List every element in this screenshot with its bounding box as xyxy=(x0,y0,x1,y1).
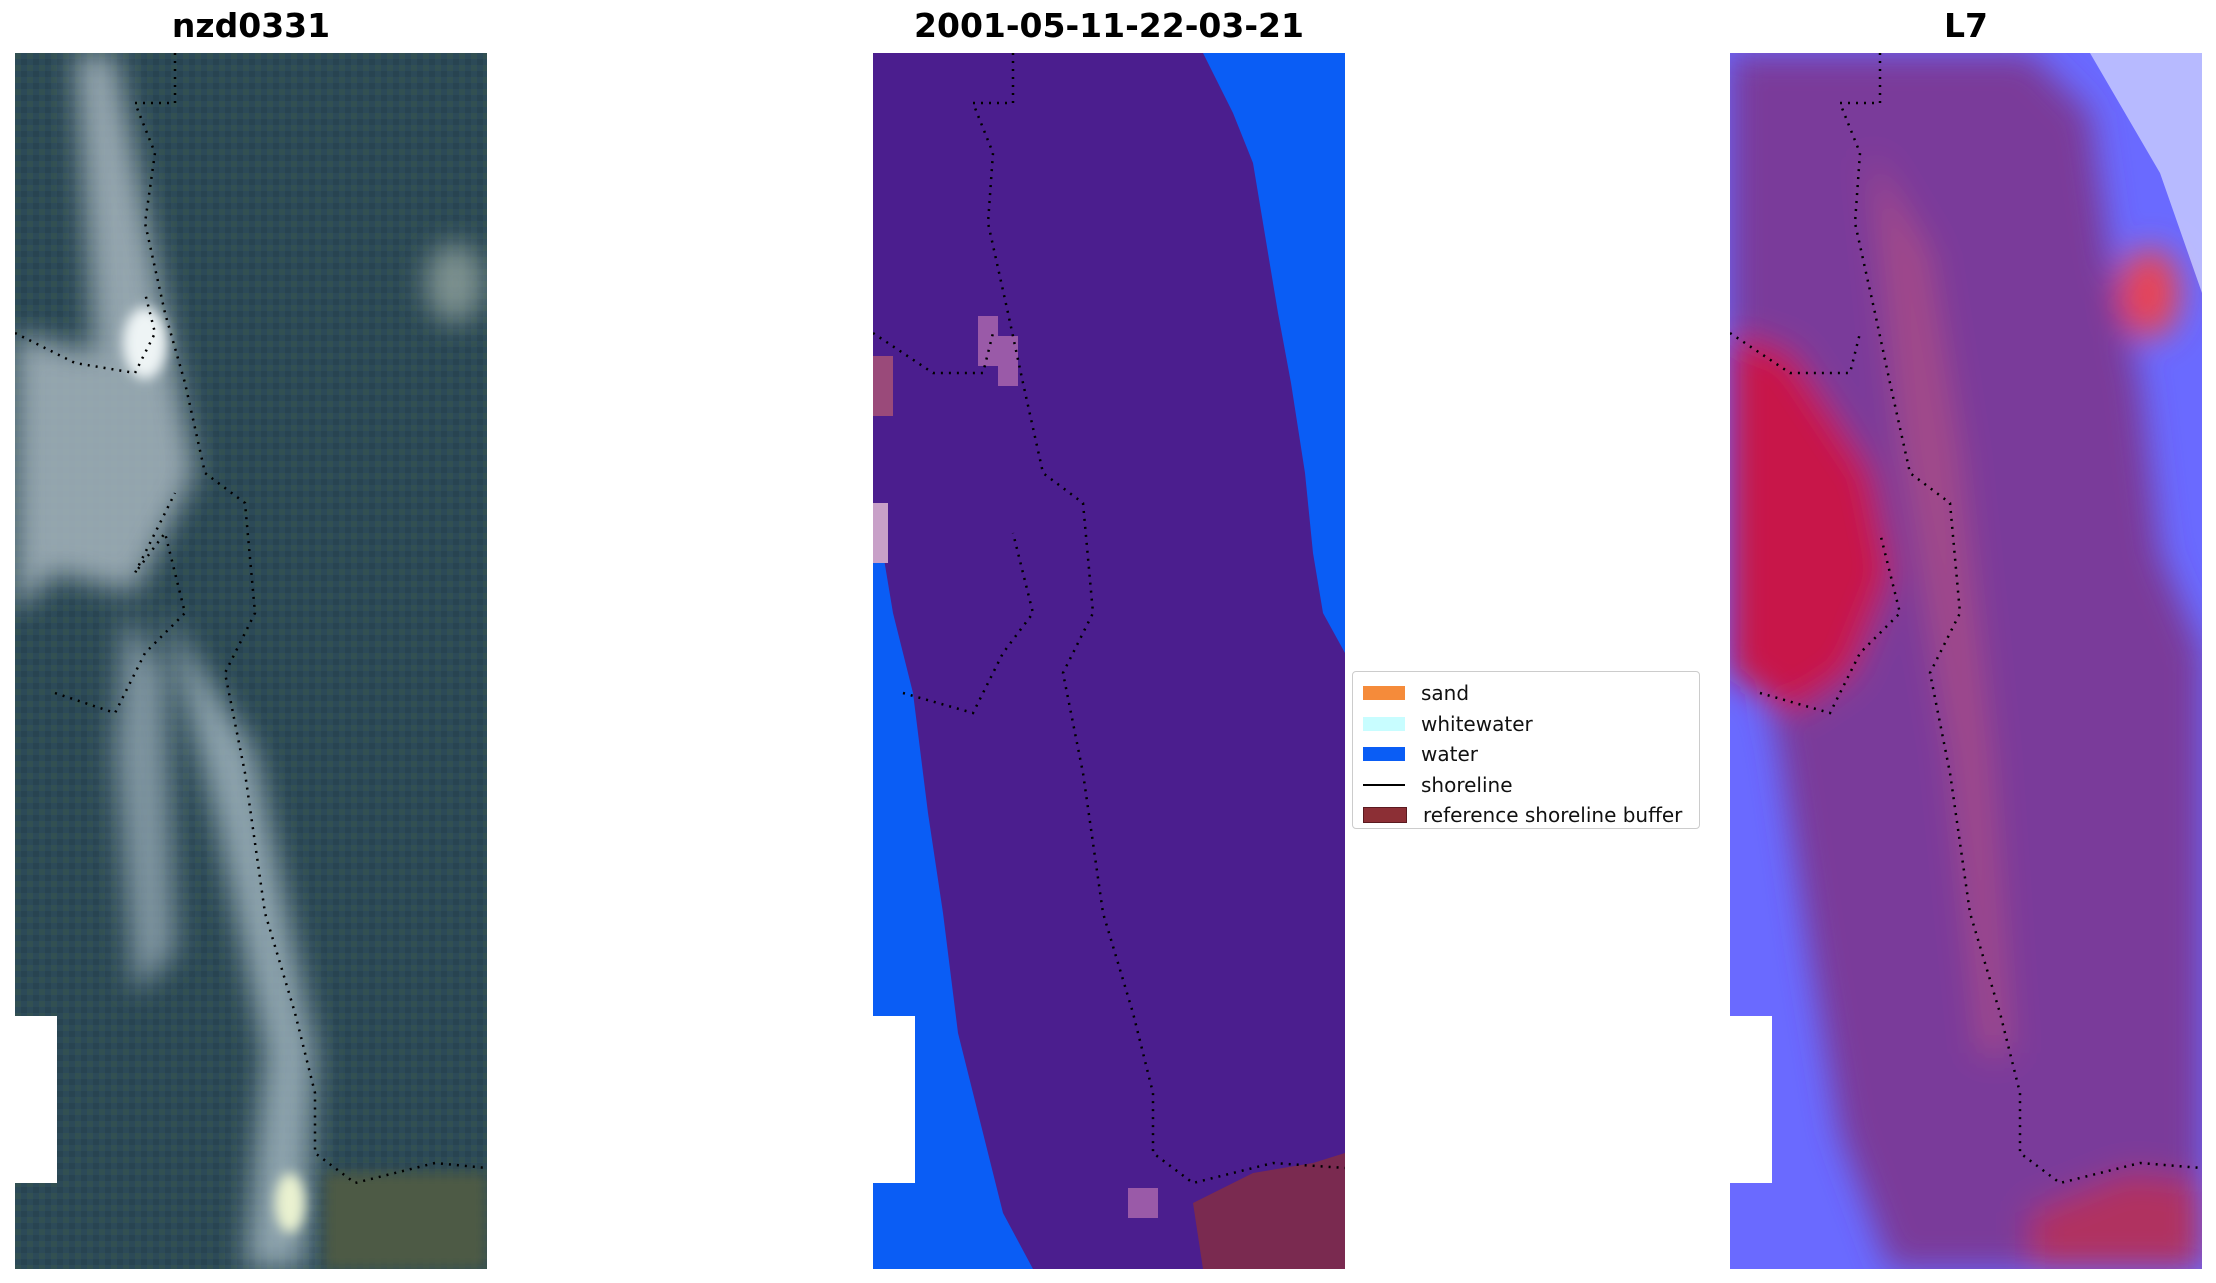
panel-title-index: L7 xyxy=(1944,6,1988,45)
panel-title-rgb: nzd0331 xyxy=(171,6,331,45)
legend-item-sand: sand xyxy=(1363,678,1689,709)
legend-label-water: water xyxy=(1421,742,1478,767)
whitewater-swatch xyxy=(1363,716,1405,731)
rgb-image-panel xyxy=(15,53,487,1269)
legend: sand whitewater water shoreline referenc… xyxy=(1352,671,1700,829)
sand-swatch xyxy=(1363,686,1405,701)
legend-item-shoreline: shoreline xyxy=(1363,770,1689,801)
legend-item-reference-buffer: reference shoreline buffer xyxy=(1363,800,1689,831)
legend-label-reference-buffer: reference shoreline buffer xyxy=(1423,803,1683,828)
legend-item-whitewater: whitewater xyxy=(1363,709,1689,740)
classification-panel xyxy=(873,53,1345,1269)
shoreline-swatch xyxy=(1363,783,1405,786)
index-image-panel xyxy=(1730,53,2202,1269)
legend-item-water: water xyxy=(1363,739,1689,770)
legend-label-shoreline: shoreline xyxy=(1421,772,1513,797)
panel-title-classification: 2001-05-11-22-03-21 xyxy=(914,6,1304,45)
legend-label-sand: sand xyxy=(1421,681,1470,706)
reference-buffer-swatch xyxy=(1363,807,1407,824)
water-swatch xyxy=(1363,747,1405,762)
legend-label-whitewater: whitewater xyxy=(1421,711,1533,736)
